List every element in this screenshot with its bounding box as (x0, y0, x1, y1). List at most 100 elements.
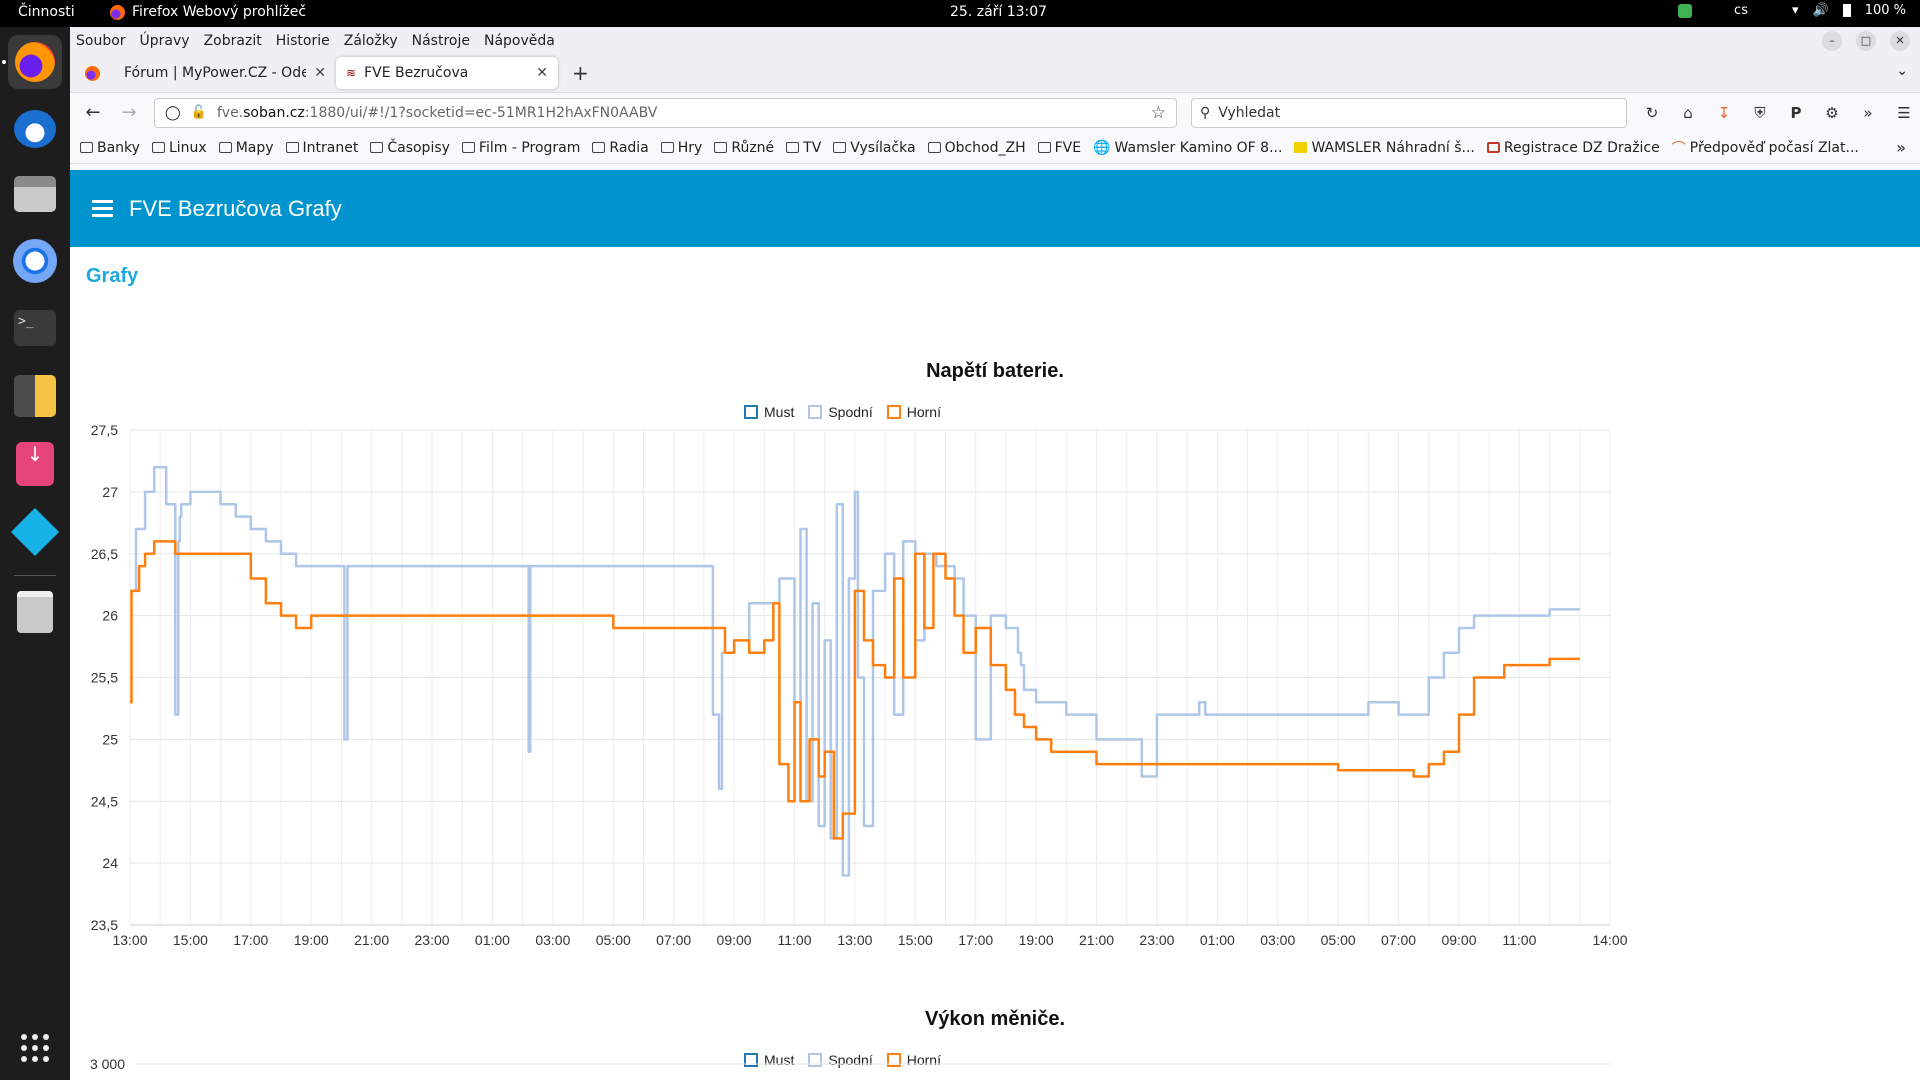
extension-p-icon[interactable]: P (1790, 103, 1802, 122)
site-favicon (1486, 142, 1500, 153)
dock-separator (14, 575, 56, 576)
dock-installer[interactable]: ↓ (8, 437, 62, 491)
bookmarks-overflow-icon[interactable]: » (1896, 138, 1906, 157)
close-tab-icon[interactable]: ✕ (536, 65, 548, 81)
menu-napoveda[interactable]: Nápověda (483, 32, 555, 49)
close-tab-icon[interactable]: ✕ (314, 65, 326, 81)
dashboard-title: FVE Bezručova Grafy (129, 195, 342, 221)
url-bar[interactable]: ◯ 🔓 fve.soban.cz:1880/ui/#!/1?socketid=e… (154, 97, 1177, 128)
x-tick-label: 13:00 (112, 932, 147, 948)
keyboard-language[interactable]: cs (1734, 3, 1748, 18)
bookmark-link[interactable]: 🌐 Wamsler Kamino OF 8... (1093, 140, 1282, 156)
legend-item-spodni[interactable]: Spodní (808, 404, 873, 420)
close-button[interactable]: ✕ (1890, 30, 1910, 51)
running-indicator (2, 60, 6, 64)
system-tray[interactable]: cs ▾ 🔊 100 % (1678, 3, 1906, 18)
legend-item-horni[interactable]: Horní (886, 404, 941, 420)
x-tick-label: 15:00 (898, 932, 933, 948)
show-apps-button[interactable] (8, 1021, 62, 1075)
downloads-icon[interactable]: ↧ (1717, 103, 1731, 122)
dock-terminal[interactable]: >_ (8, 301, 62, 355)
x-tick-label: 05:00 (596, 932, 631, 948)
hamburger-menu-icon[interactable]: ☰ (1897, 103, 1911, 122)
x-tick-label: 15:00 (173, 932, 208, 948)
bookmark-label: Banky (97, 139, 140, 156)
menu-nastroje[interactable]: Nástroje (411, 32, 470, 49)
activities-button[interactable]: Činnosti (18, 4, 75, 20)
url-text[interactable]: fve.soban.cz:1880/ui/#!/1?socketid=ec-51… (217, 105, 658, 121)
ublock-icon[interactable]: ⛨ (1754, 103, 1766, 122)
chart-series (130, 465, 1580, 877)
y-tick-label: 26 (102, 608, 118, 624)
x-tick-label: 03:00 (1260, 932, 1295, 948)
bookmark-folder[interactable]: Obchod_ZH (927, 139, 1026, 156)
bookmark-star-icon[interactable]: ☆ (1150, 102, 1166, 123)
dock-files[interactable] (8, 167, 62, 221)
x-axis: 13:00 15:00 17:00 19:00 21:00 23:00 01:00 03:00… (112, 932, 1627, 948)
bookmark-folder[interactable]: Mapy (218, 139, 274, 156)
tab-forum[interactable]: Fórum | MyPower.CZ - Odesl ✕ (114, 57, 336, 89)
bookmark-folder[interactable]: Různé (714, 140, 774, 156)
legend-item-must[interactable]: Must (744, 404, 794, 420)
insecure-lock-icon[interactable]: 🔓 (190, 105, 207, 120)
show-apps-icon (21, 1034, 49, 1062)
dock-calculator[interactable] (8, 369, 62, 423)
y-tick-label: 25,5 (91, 670, 118, 686)
legend-label: Horní (906, 404, 941, 420)
tab-fve[interactable]: ≋ FVE Bezručova ✕ (336, 57, 558, 89)
bookmark-folder[interactable]: Banky (80, 140, 140, 156)
bookmark-label: Hry (677, 139, 703, 156)
menu-zobrazit[interactable]: Zobrazit (203, 32, 262, 49)
maximize-button[interactable]: □ (1856, 30, 1876, 51)
dock-trash[interactable] (8, 585, 62, 639)
bookmark-link[interactable]: Registrace DZ Dražice (1486, 140, 1660, 156)
clock[interactable]: 25. září 13:07 (950, 4, 1048, 20)
menu-upravy[interactable]: Úpravy (139, 32, 190, 49)
bookmark-folder[interactable]: Hry (660, 139, 703, 156)
minimize-button[interactable]: – (1822, 30, 1842, 51)
bookmark-folder[interactable]: Linux (151, 140, 207, 156)
bookmark-folder[interactable]: Časopisy (370, 140, 450, 156)
window-controls: – □ ✕ (1822, 30, 1920, 51)
menu-zalozky[interactable]: Záložky (343, 32, 398, 49)
bookmark-folder[interactable]: TV (786, 140, 821, 156)
shield-icon[interactable]: ◯ (165, 104, 181, 121)
bookmark-folder[interactable]: Radia (592, 140, 649, 156)
dock-kodi[interactable] (8, 505, 62, 559)
tab-firefox-view[interactable] (70, 57, 114, 89)
dashboard-page: FVE Bezručova Grafy Grafy Napětí baterie… (70, 170, 1920, 1080)
dock-chromium[interactable] (8, 234, 62, 288)
search-bar[interactable]: ⚲ Vyhledat (1191, 97, 1627, 128)
forward-button[interactable]: → (121, 102, 137, 123)
dock-firefox[interactable] (8, 35, 62, 89)
extensions-icon[interactable]: ⚙ (1825, 103, 1839, 122)
chart-title: Výkon měniče. (924, 1008, 1066, 1030)
bookmark-link[interactable]: WAMSLER Náhradní š... (1294, 140, 1475, 156)
folder-icon (927, 142, 941, 153)
back-button[interactable]: ← (85, 102, 101, 123)
bookmark-folder[interactable]: FVE (1037, 140, 1081, 156)
folder-icon (1037, 142, 1051, 153)
y-tick-label: 27 (102, 484, 118, 500)
inverter-power-chart: 3 000 (90, 1056, 1610, 1072)
new-tab-button[interactable]: + (572, 61, 589, 85)
menu-soubor[interactable]: Soubor (76, 32, 126, 49)
bookmark-link[interactable]: ⌒ Předpověď počasí Zlat... (1672, 138, 1859, 158)
menu-historie[interactable]: Historie (275, 32, 330, 49)
bookmark-label: Obchod_ZH (944, 139, 1026, 156)
reload-icon[interactable]: ↻ (1645, 103, 1659, 122)
overflow-icon[interactable]: » (1863, 103, 1873, 122)
x-tick-label: 07:00 (1381, 932, 1416, 948)
bookmark-label: Mapy (235, 139, 274, 156)
firefox-icon (15, 42, 55, 82)
list-tabs-icon[interactable]: ⌄ (1896, 63, 1908, 79)
menu-icon[interactable] (92, 200, 113, 217)
bookmark-folder[interactable]: Vysílačka (833, 140, 916, 156)
bookmark-folder[interactable]: Intranet (285, 140, 358, 156)
home-icon[interactable]: ⌂ (1683, 103, 1693, 122)
bookmark-folder[interactable]: Film - Program (461, 140, 580, 156)
dock-thunderbird[interactable] (8, 102, 62, 156)
app-menu[interactable]: Firefox Webový prohlížeč (110, 4, 306, 20)
chart-title: Napětí baterie. (926, 360, 1064, 382)
menu-bar: Soubor Úpravy Zobrazit Historie Záložky … (70, 27, 1920, 54)
